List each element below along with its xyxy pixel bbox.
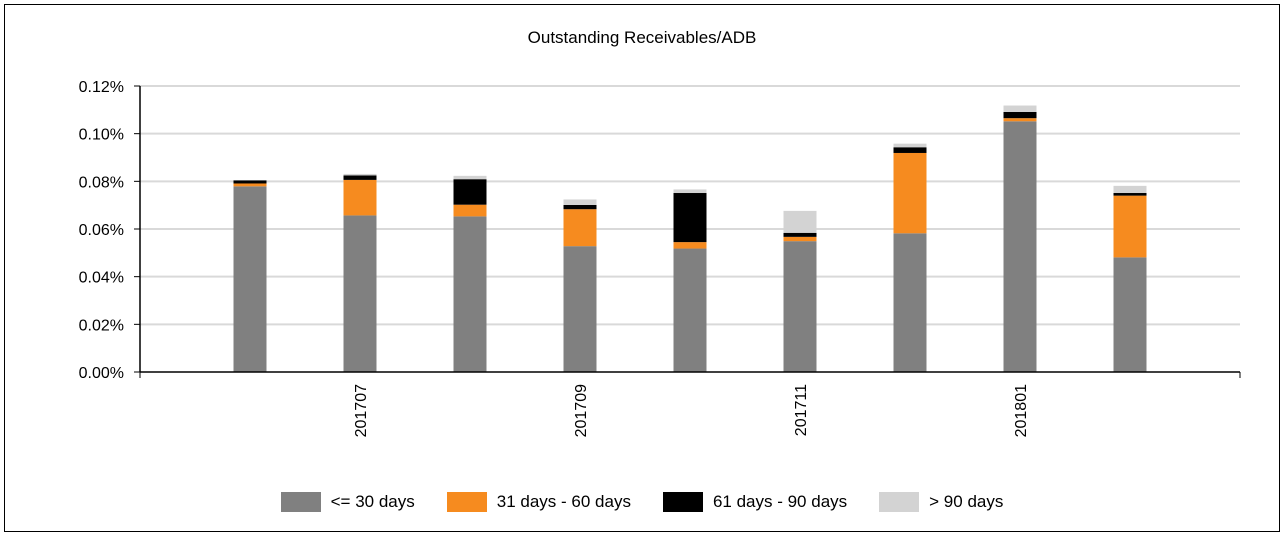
bar-segment-1 (783, 241, 817, 372)
legend-swatch (280, 492, 321, 512)
legend-swatch (879, 492, 920, 512)
bar-segment-3 (563, 204, 597, 210)
bar-segment-1 (673, 248, 707, 372)
bar-segment-4 (1003, 105, 1037, 112)
bar-segment-4 (563, 199, 597, 205)
bar-segment-3 (453, 179, 487, 205)
legend-item: > 90 days (879, 492, 1003, 512)
bar-segment-1 (893, 233, 927, 372)
legend: <= 30 days 31 days - 60 days 61 days - 90 … (0, 488, 1284, 516)
bar-segment-2 (893, 152, 927, 234)
bar-segment-2 (563, 209, 597, 247)
bar-segment-2 (783, 236, 817, 242)
bar-segment-2 (1003, 118, 1037, 122)
bar-segment-2 (233, 183, 267, 187)
bar-segment-3 (233, 180, 267, 184)
x-tick-label: 201711 (793, 384, 810, 436)
y-tick-label: 0.10% (79, 127, 124, 144)
bar-segment-4 (893, 143, 927, 148)
bar-segment-1 (1113, 257, 1147, 372)
y-tick-label: 0.06% (79, 222, 124, 239)
y-tick-label: 0.08% (79, 174, 124, 191)
bar-segment-4 (673, 189, 707, 194)
x-tick-label: 201801 (1013, 384, 1030, 437)
bar-segment-4 (343, 173, 377, 176)
bar-segment-2 (1113, 195, 1147, 258)
bar-segment-4 (783, 210, 817, 233)
bar-segment-2 (673, 242, 707, 249)
legend-swatch (446, 492, 487, 512)
y-tick-label: 0.04% (79, 270, 124, 287)
y-tick-label: 0.02% (79, 317, 124, 334)
x-tick-label: 201709 (573, 384, 590, 437)
bar-segment-4 (1113, 185, 1147, 194)
legend-label: <= 30 days (330, 492, 415, 511)
chart-frame (4, 4, 1280, 532)
bar-segment-1 (563, 246, 597, 372)
bar-segment-3 (1003, 111, 1037, 119)
bar-segment-3 (343, 175, 377, 180)
bar-segment-1 (343, 215, 377, 372)
x-tick-label: 201707 (353, 384, 370, 437)
chart-title: Outstanding Receivables/ADB (527, 28, 757, 47)
bar-segment-1 (1003, 121, 1037, 372)
bar-segment-2 (453, 204, 487, 217)
legend-item: 61 days - 90 days (662, 492, 848, 512)
legend-label: 31 days - 60 days (496, 492, 631, 511)
legend-item: 31 days - 60 days (446, 492, 631, 512)
bar-segment-2 (343, 179, 377, 216)
legend-label: 61 days - 90 days (712, 492, 848, 511)
y-tick-label: 0.12% (79, 79, 124, 96)
bar-segment-3 (1113, 193, 1147, 196)
legend-swatch (662, 492, 703, 512)
legend-label: > 90 days (929, 492, 1004, 511)
bar-segment-1 (453, 216, 487, 372)
bar-segment-3 (783, 232, 817, 237)
y-tick-label: 0.00% (79, 365, 124, 382)
bar-segment-3 (893, 147, 927, 153)
legend-item: <= 30 days (280, 492, 415, 512)
bar-segment-3 (673, 193, 707, 243)
bar-segment-1 (233, 186, 267, 372)
bar-segment-4 (453, 175, 487, 180)
